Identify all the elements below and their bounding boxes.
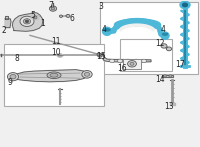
Circle shape (118, 59, 122, 63)
Text: 15: 15 (97, 52, 106, 61)
Text: 13: 13 (164, 102, 173, 111)
Circle shape (98, 54, 102, 57)
Ellipse shape (57, 54, 63, 57)
Circle shape (23, 19, 31, 24)
Text: 17: 17 (175, 60, 184, 70)
FancyBboxPatch shape (123, 59, 141, 69)
Text: 12: 12 (155, 39, 165, 48)
Polygon shape (5, 16, 8, 19)
Polygon shape (31, 15, 39, 19)
Text: 2: 2 (1, 26, 6, 35)
Circle shape (33, 16, 37, 19)
Circle shape (166, 47, 172, 51)
Circle shape (169, 75, 172, 77)
Circle shape (134, 59, 138, 63)
Text: 4: 4 (101, 25, 106, 34)
Text: 7: 7 (49, 1, 53, 10)
Ellipse shape (162, 33, 168, 35)
Circle shape (128, 61, 136, 67)
Text: 3: 3 (99, 2, 103, 11)
Polygon shape (5, 19, 11, 28)
Ellipse shape (102, 27, 112, 35)
Text: 16: 16 (117, 64, 126, 73)
Circle shape (10, 75, 16, 79)
Text: 10: 10 (51, 48, 61, 57)
FancyBboxPatch shape (100, 2, 198, 74)
FancyBboxPatch shape (120, 39, 172, 71)
Ellipse shape (161, 32, 169, 39)
Polygon shape (103, 53, 151, 62)
Circle shape (26, 20, 28, 22)
Text: 5: 5 (31, 11, 35, 20)
Text: 1: 1 (41, 19, 45, 28)
Text: 14: 14 (155, 75, 165, 84)
Text: 9: 9 (7, 78, 12, 87)
Circle shape (51, 7, 55, 10)
Circle shape (126, 59, 130, 63)
Circle shape (161, 44, 167, 48)
Ellipse shape (47, 72, 61, 78)
Text: 4: 4 (161, 25, 165, 34)
Circle shape (66, 14, 70, 17)
Circle shape (97, 53, 101, 56)
Circle shape (82, 71, 92, 78)
Circle shape (110, 59, 114, 63)
FancyBboxPatch shape (4, 45, 104, 106)
Circle shape (49, 6, 57, 11)
Circle shape (7, 73, 19, 81)
Circle shape (163, 75, 167, 77)
Circle shape (180, 1, 190, 9)
Ellipse shape (104, 29, 110, 31)
Circle shape (130, 62, 134, 65)
Text: 11: 11 (51, 37, 61, 46)
Polygon shape (12, 12, 43, 31)
Circle shape (142, 59, 146, 63)
Text: 6: 6 (69, 14, 74, 23)
Polygon shape (170, 103, 175, 105)
Polygon shape (162, 75, 173, 77)
Circle shape (183, 3, 187, 7)
Circle shape (84, 72, 90, 76)
Text: 8: 8 (15, 54, 19, 63)
Ellipse shape (50, 73, 58, 77)
Circle shape (59, 15, 63, 17)
Circle shape (20, 16, 34, 26)
Ellipse shape (58, 54, 62, 56)
Polygon shape (13, 70, 87, 82)
